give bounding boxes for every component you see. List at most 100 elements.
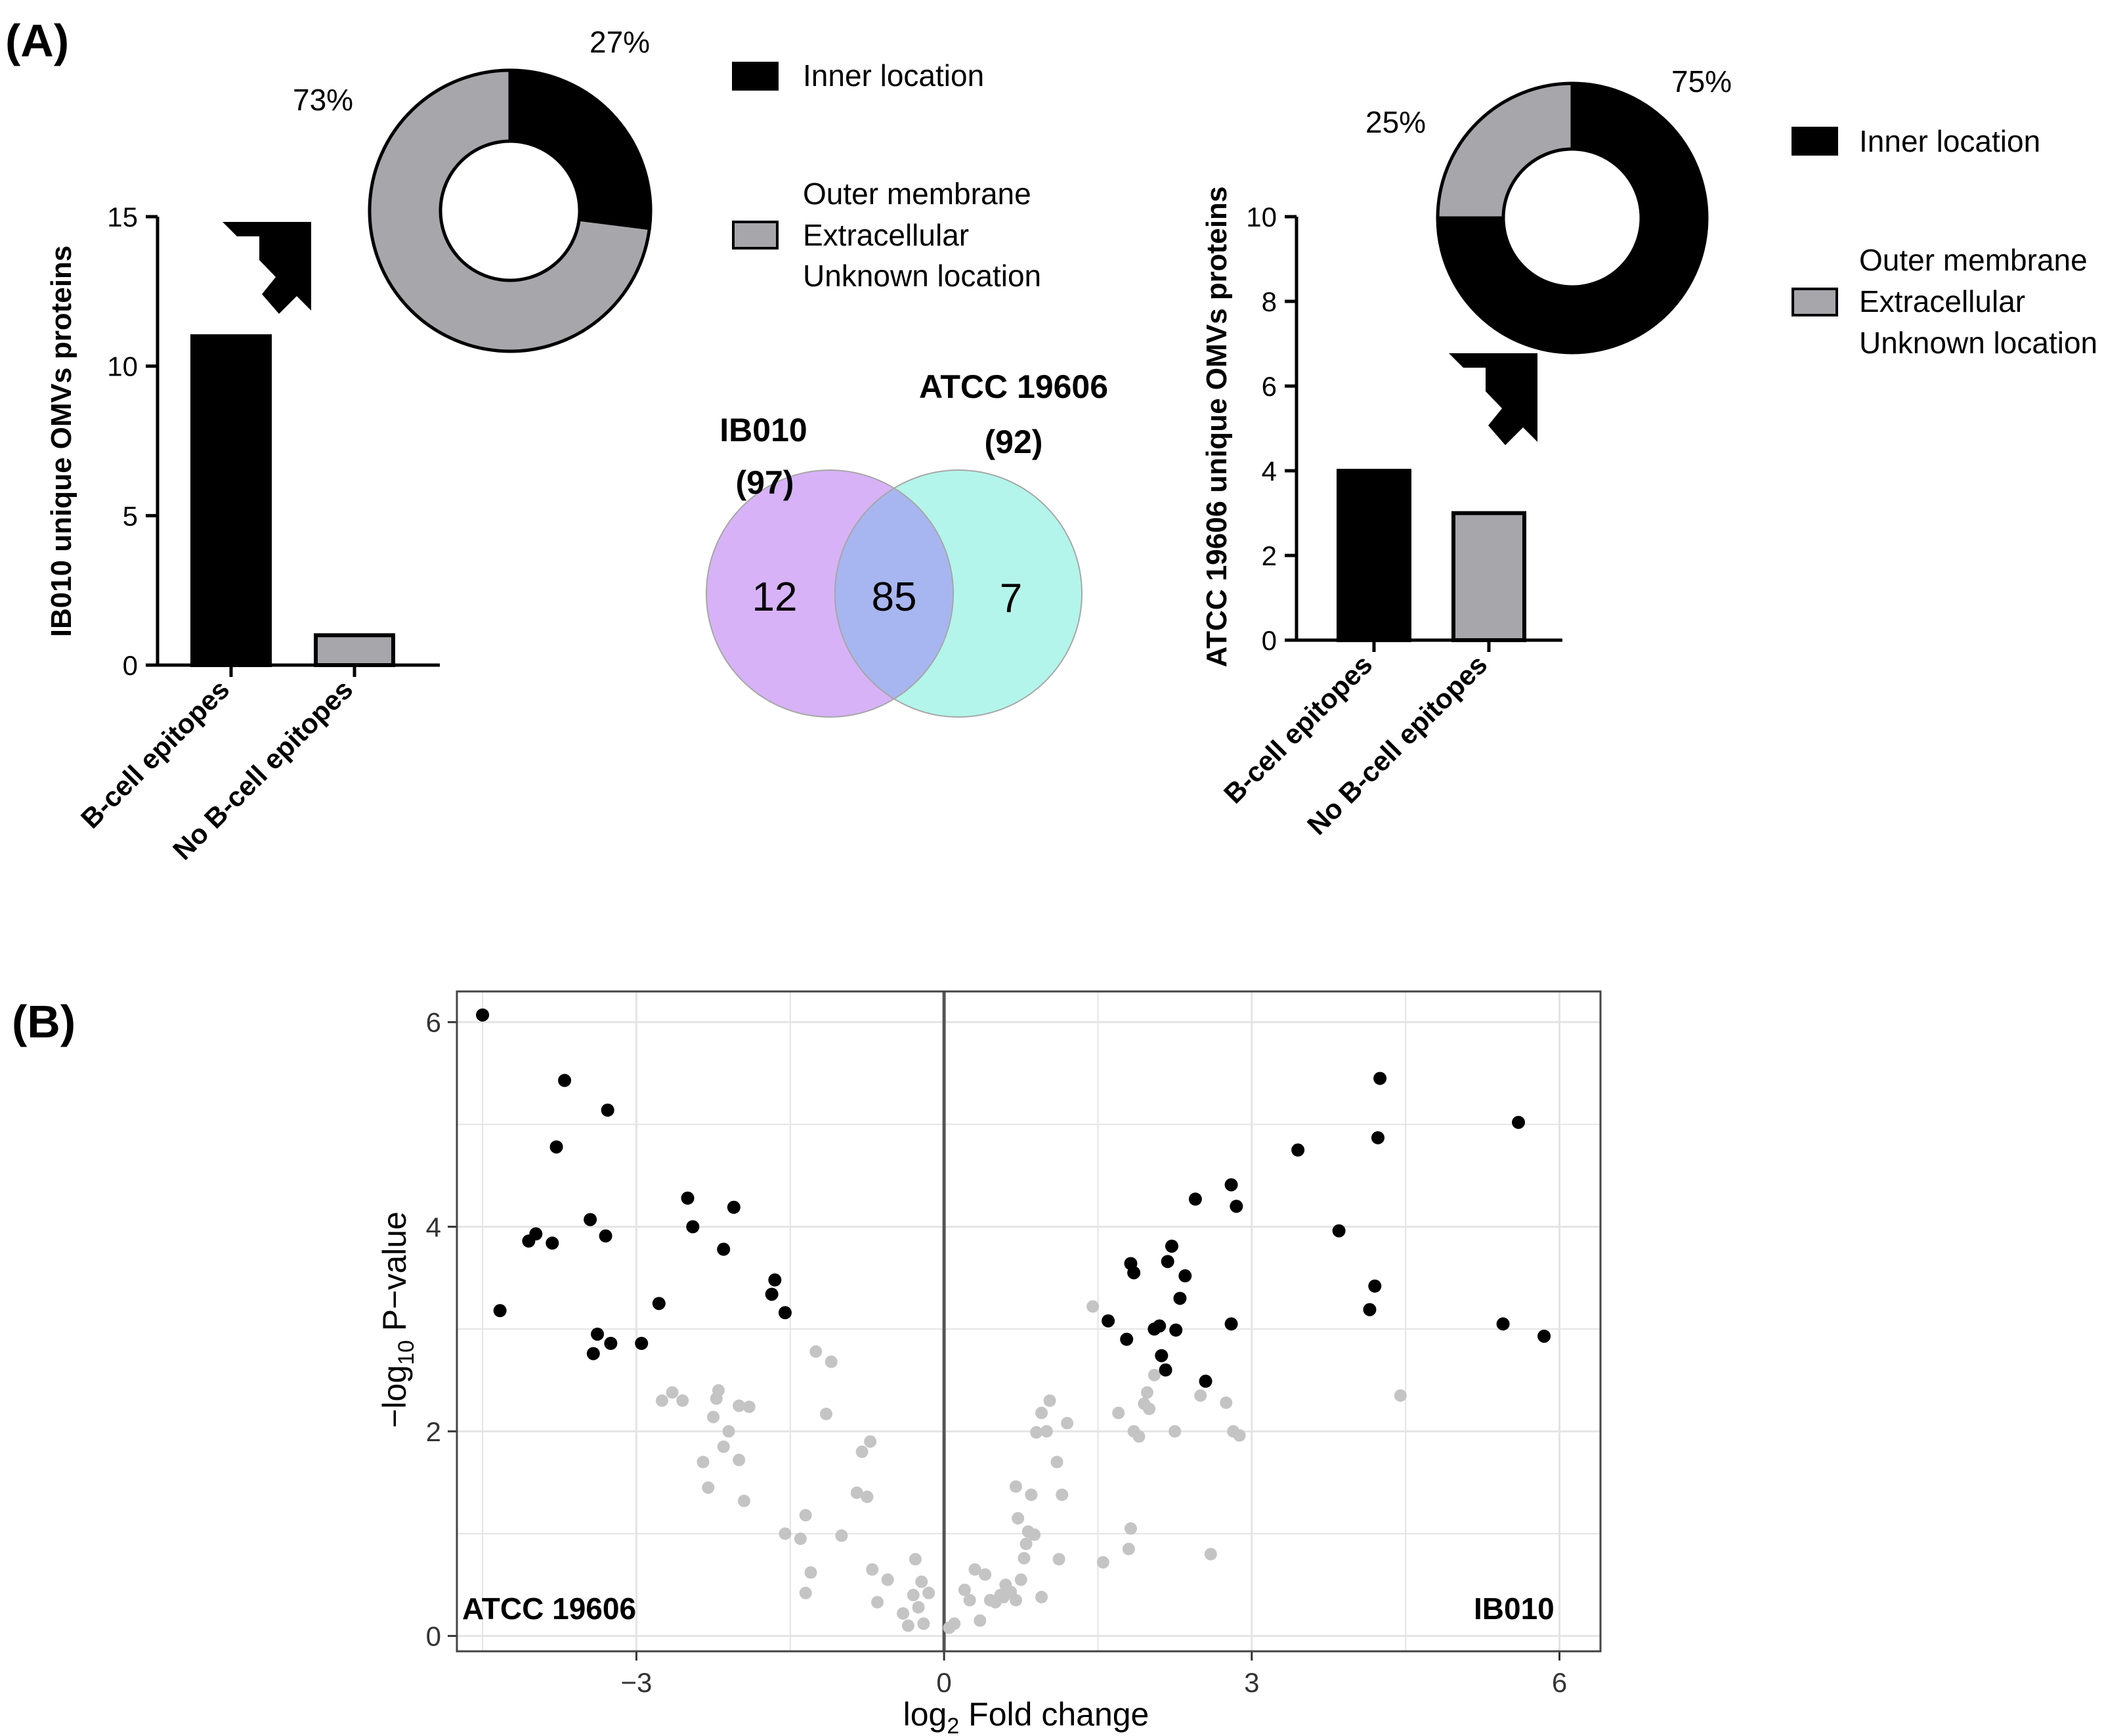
point-not-significant — [707, 1410, 720, 1423]
point-significant — [778, 1306, 792, 1320]
donut-right-outer-pct: 25% — [1365, 105, 1426, 139]
point-not-significant — [1043, 1394, 1056, 1407]
volcano-frame — [456, 990, 1602, 1653]
venn-atcc-only: 7 — [1000, 576, 1022, 621]
point-significant — [1169, 1323, 1183, 1337]
point-not-significant — [1040, 1425, 1053, 1438]
point-significant — [529, 1227, 543, 1241]
point-significant — [1159, 1363, 1172, 1377]
point-not-significant — [1030, 1426, 1043, 1439]
point-not-significant — [897, 1607, 910, 1620]
point-not-significant — [901, 1619, 914, 1632]
point-not-significant — [1012, 1511, 1025, 1525]
point-significant — [1173, 1291, 1187, 1305]
point-significant — [1153, 1319, 1167, 1333]
point-not-significant — [1169, 1425, 1182, 1438]
point-not-significant — [655, 1394, 668, 1407]
point-not-significant — [1009, 1480, 1022, 1493]
point-significant — [493, 1304, 507, 1318]
point-significant — [549, 1140, 563, 1154]
point-significant — [1230, 1200, 1243, 1213]
point-significant — [1368, 1279, 1382, 1293]
legend-right-outer-swatch — [1792, 288, 1838, 316]
point-not-significant — [702, 1481, 715, 1494]
legend-right-inner-label: Inner location — [1859, 124, 2040, 158]
arrow-icon — [223, 222, 311, 314]
point-not-significant — [1140, 1386, 1153, 1399]
point-not-significant — [1112, 1406, 1125, 1420]
point-significant — [768, 1273, 782, 1287]
donut-left-outer-pct: 73% — [293, 83, 353, 117]
point-not-significant — [1028, 1528, 1041, 1541]
volcano-xlabel: log2 Fold change — [903, 1696, 1149, 1736]
point-significant — [476, 1008, 490, 1022]
point-significant — [1165, 1239, 1178, 1253]
volcano-background — [457, 991, 1600, 1651]
point-not-significant — [1020, 1537, 1033, 1550]
legend-left-outer-swatch — [732, 221, 779, 250]
point-not-significant — [1122, 1542, 1135, 1555]
point-significant — [1161, 1255, 1174, 1269]
legend-left: Inner location Outer membrane Extracellu… — [732, 58, 1041, 293]
point-not-significant — [799, 1586, 812, 1599]
point-not-significant — [866, 1563, 879, 1576]
venn-overlap-count: 85 — [872, 575, 917, 620]
point-not-significant — [1148, 1368, 1161, 1381]
point-not-significant — [1086, 1300, 1100, 1313]
point-not-significant — [963, 1594, 976, 1607]
point-not-significant — [1132, 1430, 1146, 1443]
point-not-significant — [799, 1509, 812, 1522]
ib010-location-donut — [368, 68, 653, 353]
donut-left-outer-slice — [368, 68, 652, 353]
point-significant — [1537, 1330, 1551, 1343]
donut-left-inner-slice — [508, 68, 653, 230]
point-not-significant — [825, 1355, 838, 1368]
point-not-significant — [958, 1584, 971, 1597]
point-not-significant — [850, 1486, 863, 1499]
point-significant — [1224, 1317, 1238, 1331]
point-significant — [1188, 1192, 1202, 1206]
point-not-significant — [855, 1445, 869, 1458]
point-not-significant — [1143, 1402, 1156, 1416]
point-significant — [546, 1236, 559, 1250]
point-significant — [1120, 1332, 1134, 1346]
point-not-significant — [912, 1601, 925, 1614]
legend-left-outer-label-3: Unknown location — [803, 259, 1041, 293]
point-not-significant — [1061, 1417, 1074, 1430]
point-significant — [601, 1103, 614, 1117]
donut-right-outer-slice — [1436, 81, 1574, 220]
point-not-significant — [779, 1527, 792, 1540]
point-not-significant — [871, 1595, 884, 1609]
atcc-bar-ylabel: ATCC 19606 unique OMVs proteins — [1201, 186, 1233, 668]
point-not-significant — [1394, 1389, 1407, 1402]
donut-right-inner-slice — [1436, 81, 1709, 355]
point-significant — [652, 1297, 666, 1311]
legend-right-outer-label-1: Outer membrane — [1859, 243, 2088, 277]
point-not-significant — [909, 1553, 922, 1566]
point-significant — [1332, 1224, 1346, 1238]
point-not-significant — [1096, 1555, 1109, 1569]
atcc-bar — [1451, 511, 1526, 642]
legend-left-outer-label-2: Extracellular — [803, 218, 969, 252]
point-not-significant — [968, 1563, 981, 1576]
point-significant — [1496, 1317, 1510, 1331]
point-significant — [558, 1074, 572, 1087]
atcc-ytick-label: 8 — [1262, 286, 1277, 317]
ib010-ytick-label: 5 — [123, 500, 138, 531]
x-tick-label: 6 — [1552, 1667, 1567, 1698]
ib010-ytick-label: 0 — [123, 650, 138, 681]
point-not-significant — [794, 1532, 807, 1546]
point-not-significant — [1014, 1573, 1027, 1586]
point-significant — [1512, 1116, 1526, 1129]
point-not-significant — [915, 1575, 928, 1588]
point-significant — [1291, 1143, 1305, 1157]
point-not-significant — [1052, 1553, 1065, 1566]
point-not-significant — [804, 1566, 817, 1579]
point-significant — [1363, 1303, 1377, 1316]
point-not-significant — [676, 1394, 689, 1407]
point-not-significant — [907, 1588, 920, 1601]
atcc-ytick-label: 0 — [1262, 625, 1277, 656]
panel-b-label: (B) — [12, 996, 75, 1047]
venn-atcc-name: ATCC 19606 — [919, 368, 1108, 405]
point-not-significant — [1056, 1488, 1069, 1502]
